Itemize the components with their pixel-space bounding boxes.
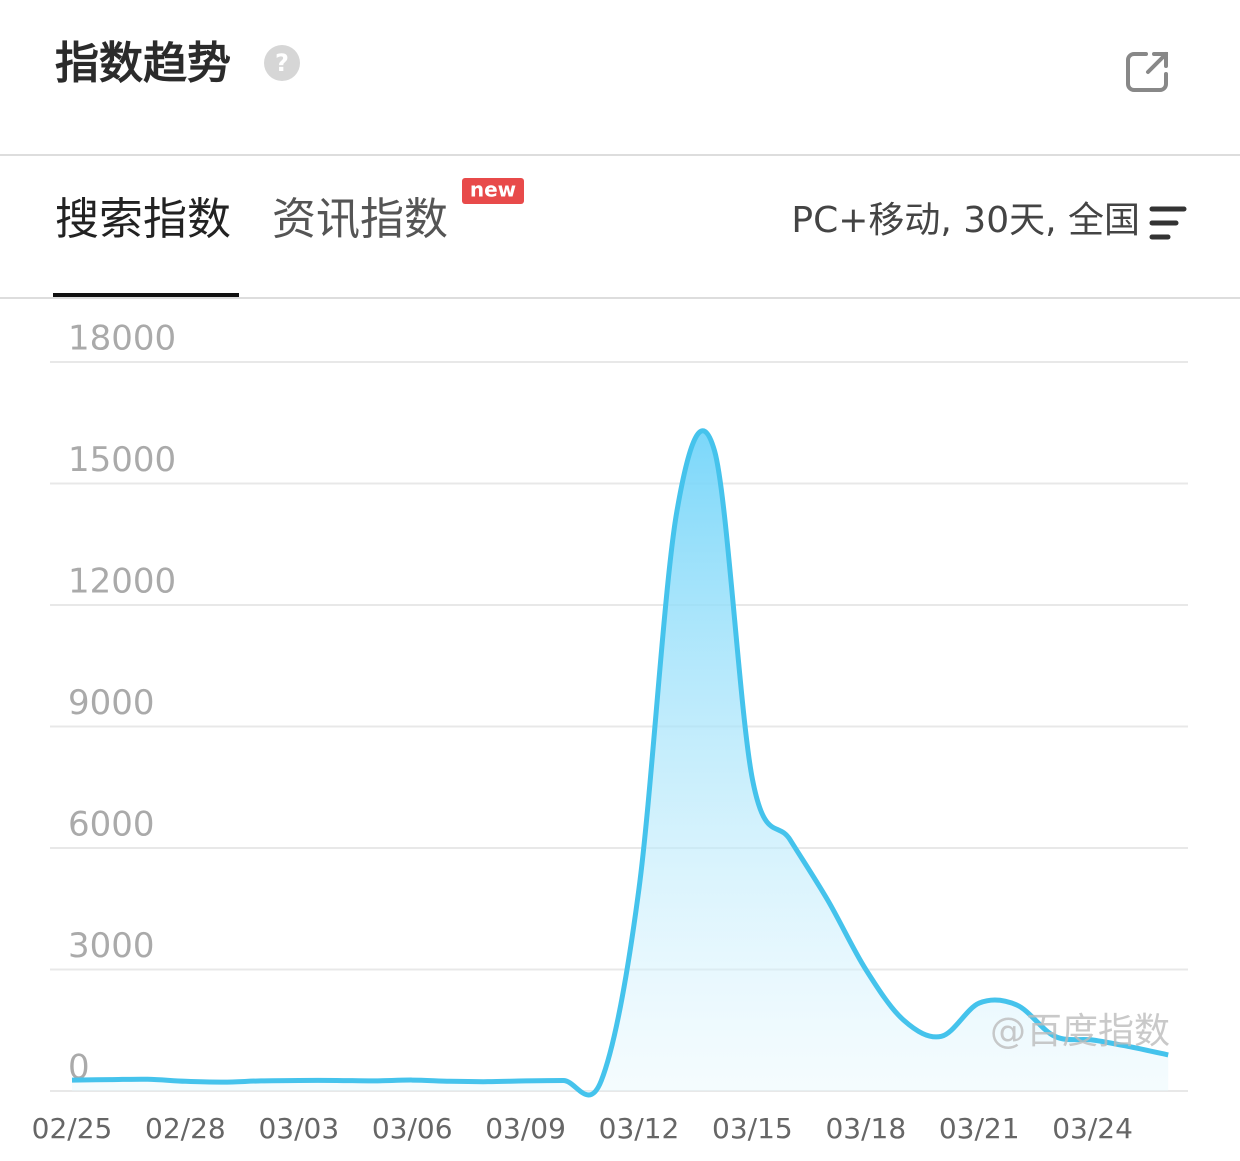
x-tick-label: 02/28 <box>145 1112 226 1145</box>
x-tick-label: 03/24 <box>1052 1112 1133 1145</box>
x-tick-label: 03/21 <box>939 1112 1020 1145</box>
x-tick-label: 03/15 <box>712 1112 793 1145</box>
x-tick-label: 03/06 <box>372 1112 453 1145</box>
tab-underline <box>53 293 239 298</box>
page-title: 指数趋势 <box>55 38 231 89</box>
x-tick-label: 03/18 <box>825 1112 906 1145</box>
filter-text[interactable]: PC+移动, 30天, 全国 <box>791 200 1140 241</box>
tab[interactable]: 资讯指数 <box>272 194 448 245</box>
y-tick-label: 15000 <box>68 440 176 480</box>
help-icon[interactable]: ? <box>264 45 300 81</box>
tab-active[interactable]: 搜索指数 <box>55 194 231 245</box>
x-tick-label: 02/25 <box>32 1112 113 1145</box>
x-tick-label: 03/09 <box>485 1112 566 1145</box>
watermark: @百度指数 <box>990 1011 1170 1052</box>
y-tick-label: 6000 <box>68 805 155 845</box>
y-tick-label: 18000 <box>68 319 176 359</box>
badge-text: new <box>470 178 516 202</box>
y-tick-label: 12000 <box>68 562 176 602</box>
line <box>71 428 1169 1098</box>
y-tick-label: 9000 <box>68 683 155 723</box>
y-tick-label: 3000 <box>68 926 155 966</box>
x-tick-label: 03/03 <box>258 1112 339 1145</box>
x-tick-label: 03/12 <box>599 1112 680 1145</box>
filter-icon[interactable] <box>1149 206 1187 240</box>
share-icon[interactable] <box>1126 52 1168 92</box>
svg-text:?: ? <box>275 49 289 77</box>
new-badge <box>462 178 524 204</box>
